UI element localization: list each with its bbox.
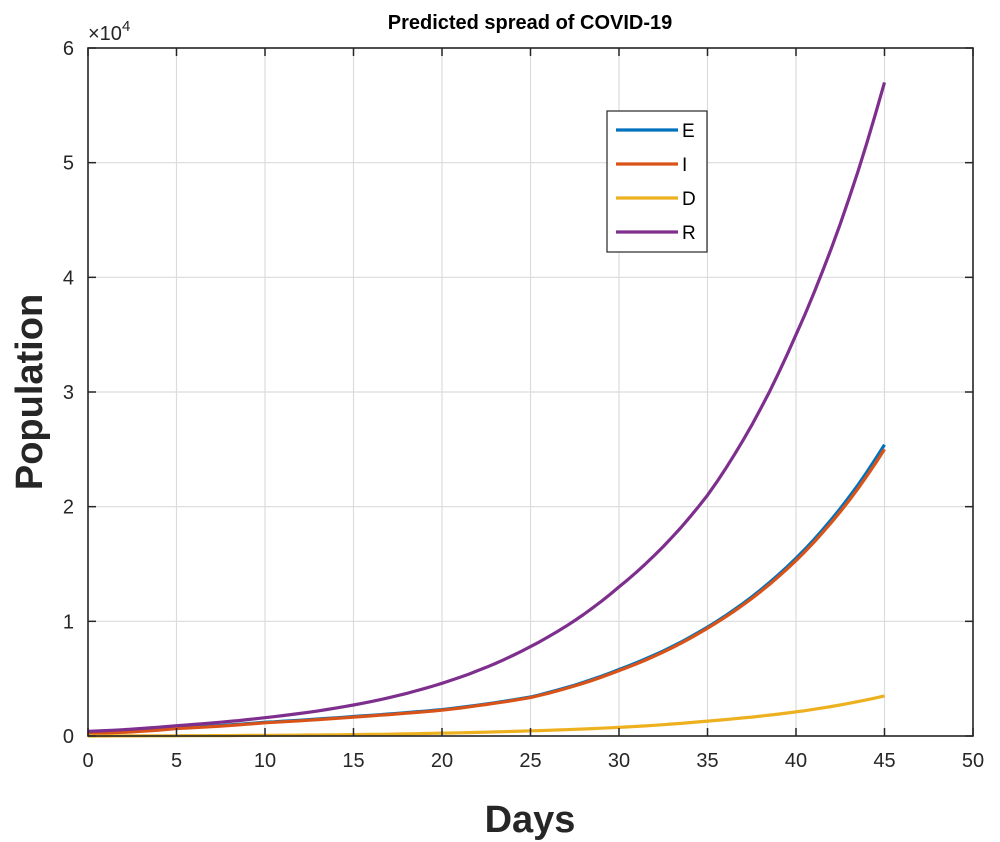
x-tick-labels: 0 5 10 15 20 25 30 35 40 45 50 <box>82 750 984 772</box>
series-line-R <box>87 81 887 733</box>
y-tick-label: 6 <box>63 38 74 60</box>
tick-marks <box>87 47 974 737</box>
legend-box <box>606 110 708 253</box>
x-tick-label: 35 <box>696 750 718 772</box>
x-tick-label: 45 <box>873 750 895 772</box>
y-tick-label: 1 <box>63 611 74 633</box>
x-tick-label: 50 <box>962 750 984 772</box>
y-tick-label: 2 <box>63 497 74 519</box>
legend-label-I: I <box>682 155 687 176</box>
x-tick-label: 5 <box>171 750 182 772</box>
x-tick-label: 10 <box>254 750 276 772</box>
x-tick-label: 0 <box>82 750 93 772</box>
x-tick-label: 30 <box>608 750 630 772</box>
x-tick-label: 25 <box>519 750 541 772</box>
y-tick-label: 3 <box>63 382 74 404</box>
x-tick-label: 15 <box>342 750 364 772</box>
y-tick-label: 0 <box>63 726 74 748</box>
chart-title: Predicted spread of COVID-19 <box>388 12 673 34</box>
y-axis-label: Population <box>9 294 51 490</box>
y-exponent-label: ×104 <box>88 18 130 45</box>
legend-label-E: E <box>682 121 695 142</box>
y-exponent-base: ×10 <box>88 23 122 45</box>
y-tick-label: 4 <box>63 267 74 289</box>
x-axis-label: Days <box>485 799 576 841</box>
legend-label-D: D <box>682 189 696 210</box>
y-exponent-power: 4 <box>122 18 130 35</box>
series-line-I <box>87 448 886 736</box>
legend-label-R: R <box>682 223 696 244</box>
x-tick-label: 40 <box>785 750 807 772</box>
y-tick-label: 5 <box>63 153 74 175</box>
y-tick-labels: 0 1 2 3 4 5 6 <box>63 38 74 748</box>
x-tick-label: 20 <box>431 750 453 772</box>
